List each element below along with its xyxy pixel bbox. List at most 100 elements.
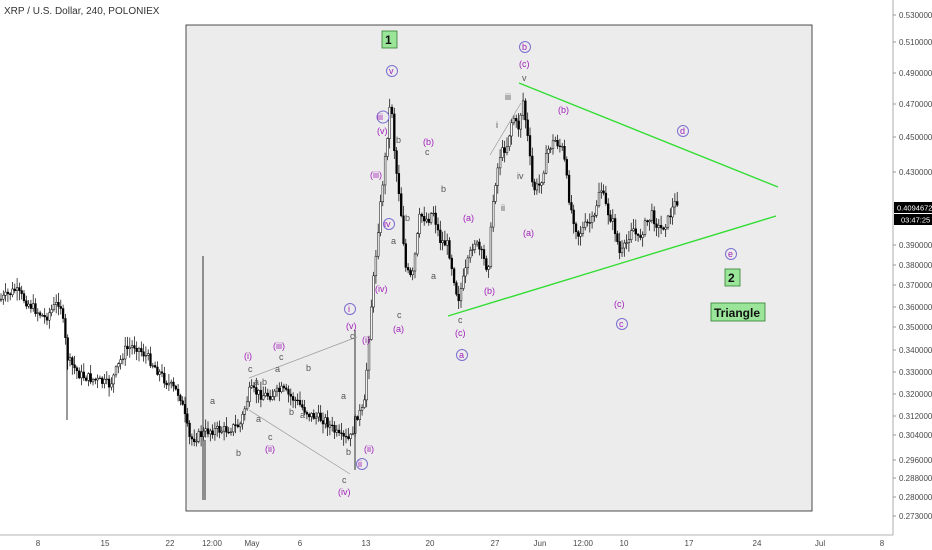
candle-body <box>508 135 511 147</box>
price-tick-label: 0.29600000 <box>899 456 932 465</box>
candle-body <box>441 240 444 243</box>
candle-body <box>153 365 157 368</box>
price-tick-label: 0.39000000 <box>899 241 932 250</box>
wave-label: a <box>391 236 396 246</box>
candle-body <box>443 240 447 246</box>
time-tick-label: 8 <box>36 539 41 548</box>
focus-region-box <box>185 24 813 512</box>
wave-circle <box>376 110 390 124</box>
candle-body <box>229 431 233 433</box>
candle-body <box>160 371 164 374</box>
wave-label: c <box>279 352 284 362</box>
candle-body <box>55 302 58 305</box>
wave-label: (iv) <box>338 487 351 497</box>
last-price-value: 0.40946726 <box>897 204 932 213</box>
candle-body <box>188 422 191 437</box>
candle-body <box>250 385 253 388</box>
candle-body <box>183 404 187 415</box>
candle-body <box>135 347 138 352</box>
candle-body <box>503 147 506 153</box>
candle-body <box>324 417 327 425</box>
candle-body <box>588 222 591 224</box>
candle-body <box>404 243 407 268</box>
candle-body <box>489 226 493 267</box>
wave-label: (b) <box>558 105 569 115</box>
triangle-upper-line <box>518 82 779 188</box>
candle-body <box>245 401 249 410</box>
candle-body <box>204 428 207 432</box>
candle-body <box>450 257 453 270</box>
candle-body <box>409 269 412 276</box>
candle-body <box>255 387 258 395</box>
wave-label: ii <box>358 459 362 469</box>
candle-body <box>68 357 72 361</box>
candle-body <box>521 100 525 116</box>
candle-body <box>659 225 663 229</box>
price-tick-label: 0.34000000 <box>899 346 932 355</box>
candle-body <box>356 416 359 420</box>
wave-label: e <box>728 249 733 259</box>
wave-label: b <box>306 363 311 373</box>
candle-body <box>199 431 203 437</box>
wave-label: (ii) <box>364 444 374 454</box>
candle-body <box>595 205 598 216</box>
candle-body <box>0 298 3 301</box>
wave-circle <box>725 248 737 260</box>
channel-upper-line <box>248 336 358 379</box>
candle-body <box>319 412 322 421</box>
candle-body <box>372 275 375 308</box>
price-tick-label: 0.43000000 <box>899 168 932 177</box>
candle-body <box>365 369 368 401</box>
candle-body <box>179 395 182 402</box>
candle-body <box>639 235 642 238</box>
wave-label: d <box>680 126 685 136</box>
price-tick-label: 0.53000000 <box>899 11 932 20</box>
candle-body <box>18 287 21 291</box>
candle-body <box>52 304 56 310</box>
candle-body <box>563 146 566 160</box>
wave-circle <box>383 218 395 230</box>
candle-body <box>471 249 474 251</box>
candle-body <box>273 390 276 397</box>
candle-body <box>648 220 651 223</box>
candle-body <box>455 282 458 295</box>
candle-body <box>664 226 667 230</box>
candle-body <box>209 430 212 435</box>
candle-body <box>64 318 67 338</box>
candle-body <box>130 345 134 348</box>
candle-body <box>526 119 529 136</box>
candle-body <box>20 290 23 294</box>
candle-body <box>604 192 608 204</box>
candle-body <box>590 216 594 224</box>
last-price-tag <box>894 202 932 213</box>
wave-label: (iii) <box>370 170 382 180</box>
chart-title: XRP / U.S. Dollar, 240, POLONIEX <box>4 6 160 17</box>
candle-body <box>38 312 42 316</box>
candle-body <box>291 396 295 401</box>
candle-body <box>4 291 7 296</box>
candle-body <box>13 288 16 291</box>
wave-label: c <box>425 147 430 157</box>
candle-body <box>280 385 283 392</box>
candle-body <box>487 266 490 270</box>
candle-body <box>27 303 30 307</box>
wave-label: c <box>268 432 273 442</box>
candle-body <box>379 201 382 233</box>
candle-body <box>611 218 614 222</box>
candle-body <box>551 140 555 149</box>
candle-body <box>78 370 81 379</box>
candle-body <box>222 426 226 432</box>
candle-body <box>466 257 470 269</box>
candle-body <box>2 294 5 300</box>
candle-body <box>517 120 520 130</box>
candle-body <box>71 357 74 366</box>
triangle-badge <box>710 302 766 322</box>
wave-label: (a) <box>393 324 404 334</box>
triangle-lower-line <box>447 215 777 317</box>
candle-body <box>176 388 180 396</box>
candle-body <box>581 227 585 234</box>
candle-body <box>524 100 527 121</box>
candle-body <box>540 182 543 186</box>
candle-body <box>11 288 14 296</box>
